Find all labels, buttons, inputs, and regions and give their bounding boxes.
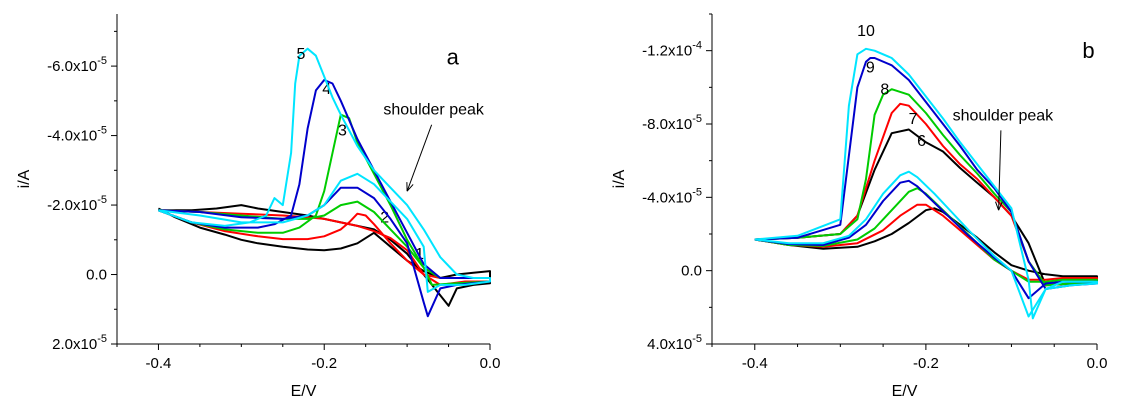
y-tick-exponent: -5 bbox=[97, 194, 107, 206]
y-tick-label: -2.0x10-5 bbox=[47, 194, 107, 214]
y-tick-mantissa: 0.0 bbox=[681, 263, 702, 280]
y-tick-label: 0.0 bbox=[681, 263, 702, 280]
y-tick-mantissa: -4.0x10 bbox=[47, 128, 97, 145]
y-tick-label: -1.2x10-4 bbox=[642, 40, 702, 60]
y-tick-exponent: -5 bbox=[692, 333, 702, 345]
curve-label-10: 10 bbox=[857, 23, 875, 40]
panel-letter: b bbox=[1082, 38, 1094, 63]
panel-a: -0.4 -0.2 0.0-6.0x10-5-4.0x10-5-2.0x10-50.… bbox=[16, 14, 500, 400]
y-tick-label: 4.0x10-5 bbox=[647, 333, 702, 353]
annotation-arrow-head bbox=[406, 182, 414, 192]
series-line-6 bbox=[754, 128, 1098, 287]
y-axis-title: i/A bbox=[16, 169, 33, 188]
y-tick-mantissa: -1.2x10 bbox=[642, 43, 692, 60]
curve-label-3: 3 bbox=[338, 123, 347, 140]
y-tick-exponent: -5 bbox=[692, 186, 702, 198]
y-tick-exponent: -4 bbox=[692, 40, 702, 52]
x-tick-label: -0.2 bbox=[913, 355, 939, 372]
series-line-5 bbox=[158, 47, 491, 293]
curve-label-5: 5 bbox=[297, 46, 306, 63]
y-tick-mantissa: -6.0x10 bbox=[47, 58, 97, 75]
panel-b: -0.4 -0.2 0.0-1.2x10-4-8.0x10-5-4.0x10-50.… bbox=[611, 13, 1108, 400]
y-tick-label: -4.0x10-5 bbox=[642, 186, 702, 206]
series-line-4 bbox=[158, 79, 491, 318]
series-line-9 bbox=[754, 57, 1098, 300]
x-tick-label: 0.0 bbox=[480, 355, 501, 372]
shoulder-peak-annotation: shoulder peak bbox=[953, 107, 1055, 124]
panel-letter: a bbox=[447, 44, 460, 69]
x-axis-title: E/V bbox=[291, 383, 317, 400]
series-line-2 bbox=[158, 209, 491, 286]
y-tick-label: -6.0x10-5 bbox=[47, 55, 107, 75]
curve-label-8: 8 bbox=[880, 82, 889, 99]
series-line-3 bbox=[158, 113, 491, 286]
annotation-arrow-head bbox=[995, 201, 1003, 211]
y-tick-mantissa: 2.0x10 bbox=[52, 336, 97, 353]
y-tick-label: -8.0x10-5 bbox=[642, 113, 702, 133]
curve-label-4: 4 bbox=[322, 81, 331, 98]
y-tick-label: 0.0 bbox=[86, 267, 107, 284]
annotation-arrow-shaft bbox=[998, 130, 1002, 211]
y-tick-exponent: -5 bbox=[692, 113, 702, 125]
x-axis-title: E/V bbox=[892, 383, 918, 400]
curve-label-7: 7 bbox=[909, 111, 918, 128]
y-tick-mantissa: -8.0x10 bbox=[642, 116, 692, 133]
shoulder-peak-annotation: shoulder peak bbox=[383, 102, 485, 119]
y-tick-mantissa: 0.0 bbox=[86, 267, 107, 284]
y-tick-exponent: -5 bbox=[97, 125, 107, 137]
y-tick-mantissa: -2.0x10 bbox=[47, 197, 97, 214]
curve-label-2: 2 bbox=[380, 209, 389, 226]
y-tick-exponent: -5 bbox=[97, 55, 107, 67]
curve-label-9: 9 bbox=[866, 60, 875, 77]
x-tick-label: -0.2 bbox=[311, 355, 337, 372]
y-tick-exponent: -5 bbox=[97, 333, 107, 345]
y-axis-title: i/A bbox=[611, 169, 628, 188]
y-tick-label: 2.0x10-5 bbox=[52, 333, 107, 353]
curve-label-6: 6 bbox=[917, 133, 926, 150]
y-tick-label: -4.0x10-5 bbox=[47, 125, 107, 145]
y-tick-mantissa: 4.0x10 bbox=[647, 336, 692, 353]
x-tick-label: -0.4 bbox=[146, 355, 172, 372]
annotation-arrow-shaft bbox=[406, 124, 433, 192]
y-tick-mantissa: -4.0x10 bbox=[642, 189, 692, 206]
series-line-10 bbox=[754, 47, 1098, 320]
x-tick-label: 0.0 bbox=[1087, 355, 1108, 372]
x-tick-label: -0.4 bbox=[742, 355, 768, 372]
